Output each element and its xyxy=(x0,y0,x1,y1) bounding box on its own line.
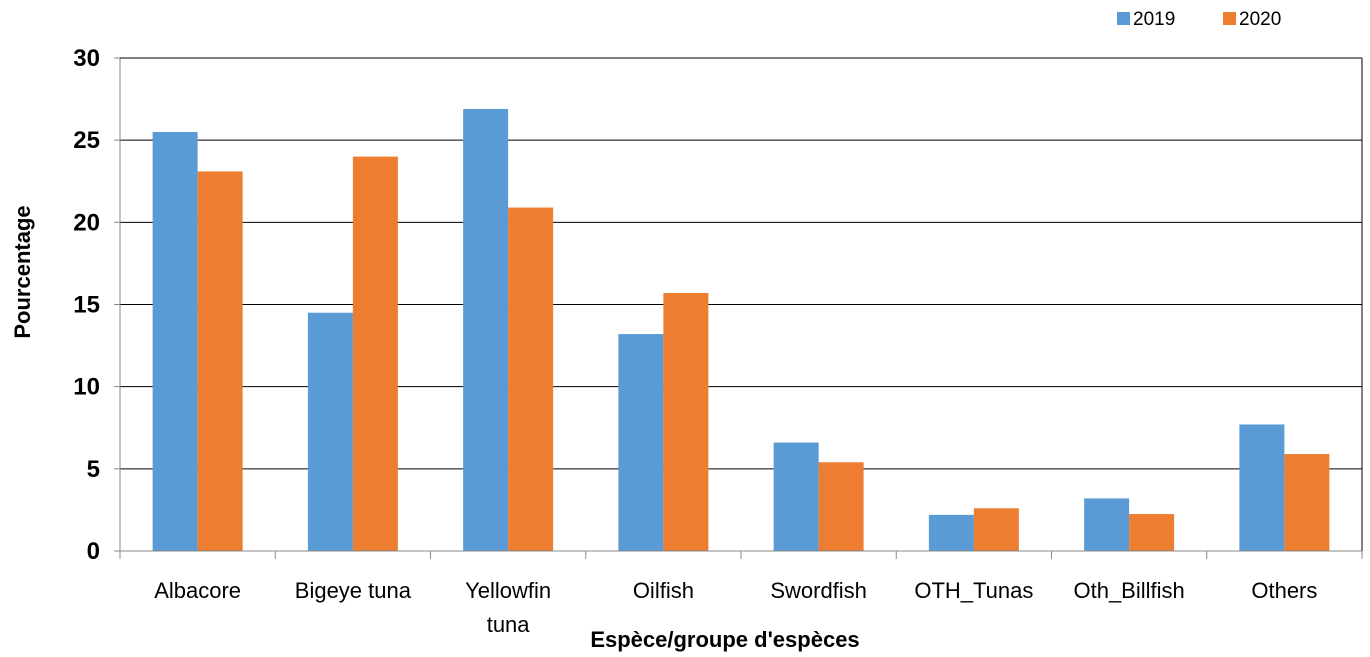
bar-2019-4 xyxy=(773,442,819,551)
y-tick-label: 15 xyxy=(73,292,100,319)
x-tick-label: Swordfish xyxy=(770,578,867,603)
legend: 2019 2020 xyxy=(1117,9,1281,30)
axes: 0 5 10 15 20 25 30 Albacore Bigeye tuna Yellowfin… xyxy=(73,45,1363,637)
bar-2020-2 xyxy=(508,207,554,551)
y-tick-label: 0 xyxy=(87,538,100,565)
bars xyxy=(152,108,1330,552)
x-tick-label: Yellowfin xyxy=(465,578,551,603)
x-tick-label: Albacore xyxy=(154,578,241,603)
bar-2020-1 xyxy=(352,156,398,551)
bar-2020-4 xyxy=(818,462,864,551)
legend-swatch-2019 xyxy=(1117,12,1130,25)
legend-label-2019: 2019 xyxy=(1133,9,1175,30)
bar-2020-5 xyxy=(973,508,1019,551)
x-axis-title: Espèce/groupe d'espèces xyxy=(590,627,859,652)
x-tick-label: Oilfish xyxy=(633,578,694,603)
y-tick-label: 5 xyxy=(87,456,100,483)
bar-2020-3 xyxy=(663,292,709,551)
bar-2019-5 xyxy=(928,514,974,551)
bar-2019-6 xyxy=(1084,498,1130,551)
gridlines xyxy=(120,57,1362,470)
legend-swatch-2020 xyxy=(1223,12,1236,25)
bar-2019-1 xyxy=(307,312,353,551)
y-tick-label: 20 xyxy=(73,209,100,236)
bar-2019-0 xyxy=(152,131,198,551)
legend-label-2020: 2020 xyxy=(1239,9,1281,30)
x-tick-label: Oth_Billfish xyxy=(1073,578,1184,603)
x-tick-label: tuna xyxy=(487,612,531,637)
bar-2020-7 xyxy=(1284,454,1330,551)
y-tick-label: 10 xyxy=(73,374,100,401)
bar-2019-3 xyxy=(618,334,664,551)
x-tick-label: Bigeye tuna xyxy=(295,578,412,603)
bar-2019-2 xyxy=(463,108,509,552)
y-axis-title: Pourcentage xyxy=(10,205,35,338)
y-tick-label: 25 xyxy=(73,127,100,154)
bar-2020-6 xyxy=(1129,514,1175,551)
y-tick-label: 30 xyxy=(73,45,100,72)
bar-2019-7 xyxy=(1239,424,1285,551)
x-tick-label: Others xyxy=(1251,578,1317,603)
x-tick-label: OTH_Tunas xyxy=(914,578,1033,603)
bar-2020-0 xyxy=(197,171,243,551)
